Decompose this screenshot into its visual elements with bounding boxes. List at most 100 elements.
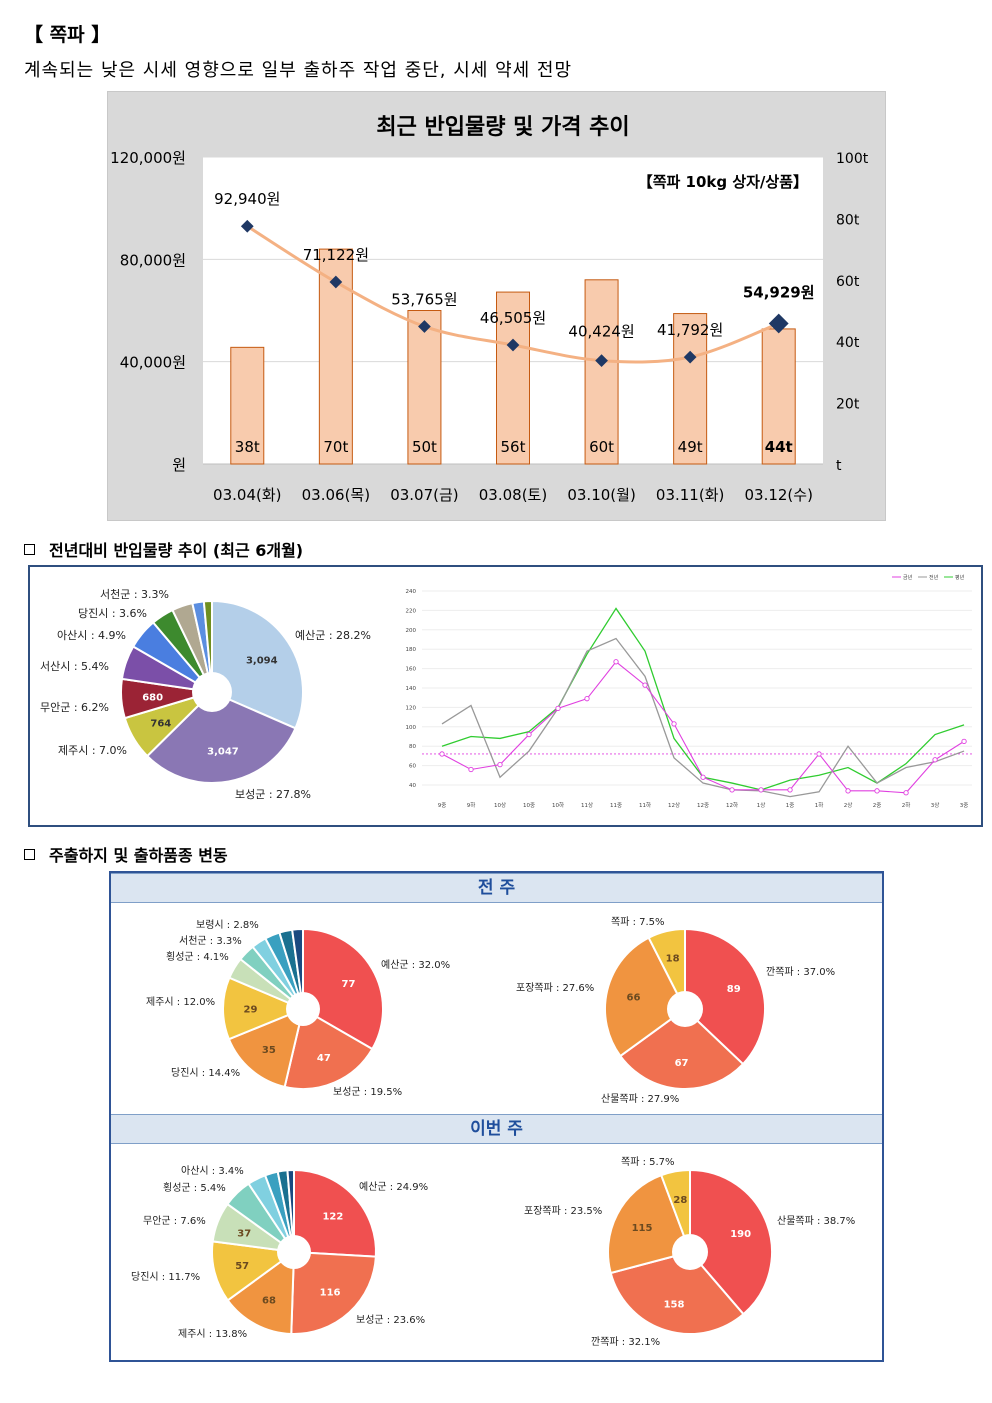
donut-hole [277,1235,311,1269]
pie-label: 서천군 : 3.3% [179,935,242,947]
prev-week-origin-pie: 77 예산군 : 32.0% 47 보성군 : 19.5% 35 당진시 : 14.4% 2… [146,919,450,1098]
x-tick: 11중 [610,802,622,809]
pie-inner-label: 68 [262,1295,276,1306]
price-label: 40,424원 [568,323,634,341]
pie-inner-label: 35 [262,1045,276,1056]
pie-slice [226,1249,296,1335]
x-tick: 03.06(목) [302,486,370,504]
pie-label: 보성군 : 23.6% [356,1314,425,1326]
pie-slice [302,927,384,1051]
x-tick: 10하 [552,801,564,809]
series-point [961,738,967,745]
pie-inner-label: 28 [673,1195,687,1206]
checkbox-icon [24,544,35,555]
section-title: 주출하지 및 출하품종 변동 [49,846,228,865]
y-tick: 220 [406,608,417,614]
pie-slice [290,1250,377,1335]
pie-inner-label: 158 [664,1300,685,1311]
pie-label: 서산시 : 5.4% [40,660,109,673]
pie-slice [145,690,297,784]
legend-label: 전년 [929,574,939,581]
pie-inner-label: 29 [244,1005,258,1016]
pie-slice [689,1168,773,1316]
pie-label: 제주시 : 12.0% [146,996,215,1008]
pie-slice [293,1168,377,1258]
pie-inner-label: 47 [317,1053,331,1064]
page-subtitle: 계속되는 낮은 시세 영향으로 일부 출하주 작업 중단, 시세 약세 전망 [24,60,573,81]
series-point [700,774,706,780]
x-tick: 12중 [697,802,709,809]
x-tick: 12상 [668,801,680,809]
y-right-tick: t [836,458,842,474]
y-left-tick: 80,000원 [120,251,186,269]
pie-inner-label: 680 [142,692,163,703]
pie-inner-label: 67 [675,1058,689,1069]
x-tick: 2상 [844,801,853,809]
price-label: 41,792원 [657,321,723,339]
y-tick: 120 [406,705,417,711]
pie-label: 아산시 : 3.4% [181,1165,244,1177]
pie-label: 예산군 : 32.0% [381,959,450,971]
legend-label: 평년 [955,574,965,581]
series-line [441,607,965,791]
x-tick: 2하 [902,801,911,809]
pie-inner-label: 57 [235,1261,249,1272]
x-tick: 1하 [815,801,824,809]
y-left-tick: 원 [172,456,186,474]
prev-week-band: 전 주 [111,873,882,903]
x-tick: 10상 [494,801,506,809]
y-tick: 40 [409,783,416,789]
x-tick: 2중 [873,802,882,809]
this-week-variety-pie: 190 산물쪽파 : 38.7% 158 깐쪽파 : 32.1% 115 포장쪽파 : 2… [524,1156,855,1348]
series-point [584,696,590,702]
donut-hole [667,991,703,1027]
price-volume-chart: 최근 반입물량 및 가격 추이 【쪽파 10kg 상자/상품】 원 40,000원 80… [107,91,886,521]
pie-label: 쪽파 : 5.7% [621,1156,675,1168]
price-label: 92,940원 [214,190,280,208]
y-tick: 60 [409,764,416,770]
prev-week-variety-pie: 89 깐쪽파 : 37.0% 67 산물쪽파 : 27.9% 66 포장쪽파 : 27.6… [516,916,835,1105]
x-tick: 03.10(월) [567,486,635,504]
y-right-tick: 100t [836,151,869,167]
pie-label: 무안군 : 7.6% [143,1215,206,1227]
x-tick: 11하 [639,801,651,809]
pie-slice [604,936,687,1058]
origin-variety-panel: 전 주 77 예산군 : 32.0% 47 보성군 : 19.5% 35 당진시 : 14… [109,871,884,1362]
series-point [932,757,938,763]
pie-inner-label: 66 [627,993,641,1004]
pie-label: 포장쪽파 : 23.5% [524,1205,602,1217]
price-label: 53,765원 [391,290,457,308]
series-point [845,788,851,794]
y-tick: 100 [406,725,417,731]
pie-slice [211,1240,297,1302]
x-tick: 12하 [726,801,738,809]
pie-label: 산물쪽파 : 38.7% [777,1215,855,1227]
pie-label: 제주시 : 7.0% [58,744,127,757]
series-point [439,751,445,757]
series-line [441,637,965,798]
volume-label: 38t [235,438,260,456]
series-point [874,788,880,794]
y-right-tick: 40t [836,335,860,351]
pie-label: 깐쪽파 : 32.1% [591,1336,660,1348]
price-label: 71,122원 [303,246,369,264]
y-right-tick: 20t [836,397,860,413]
pie-label: 횡성군 : 4.1% [166,951,229,963]
donut-hole [192,672,232,712]
series-point [555,705,561,712]
section-origin-variety: 주출하지 및 출하품종 변동 [24,842,228,866]
pie-inner-label: 764 [150,718,171,729]
donut-hole [672,1234,708,1270]
pie-slice [291,927,304,1010]
pie-inner-label: 89 [727,984,741,995]
x-tick: 03.08(토) [479,486,547,504]
pie-slice [659,1168,691,1253]
section-volume-trend: 전년대비 반입물량 추이 (최근 6개월) [24,537,303,561]
pie-inner-label: 115 [632,1223,653,1234]
price-point [240,219,254,233]
y-tick: 160 [406,667,417,673]
page-title: 【 쪽파 】 [24,24,111,46]
price-label: 46,505원 [480,309,546,327]
series-point [671,721,677,727]
this-week-band: 이번 주 [111,1114,882,1144]
